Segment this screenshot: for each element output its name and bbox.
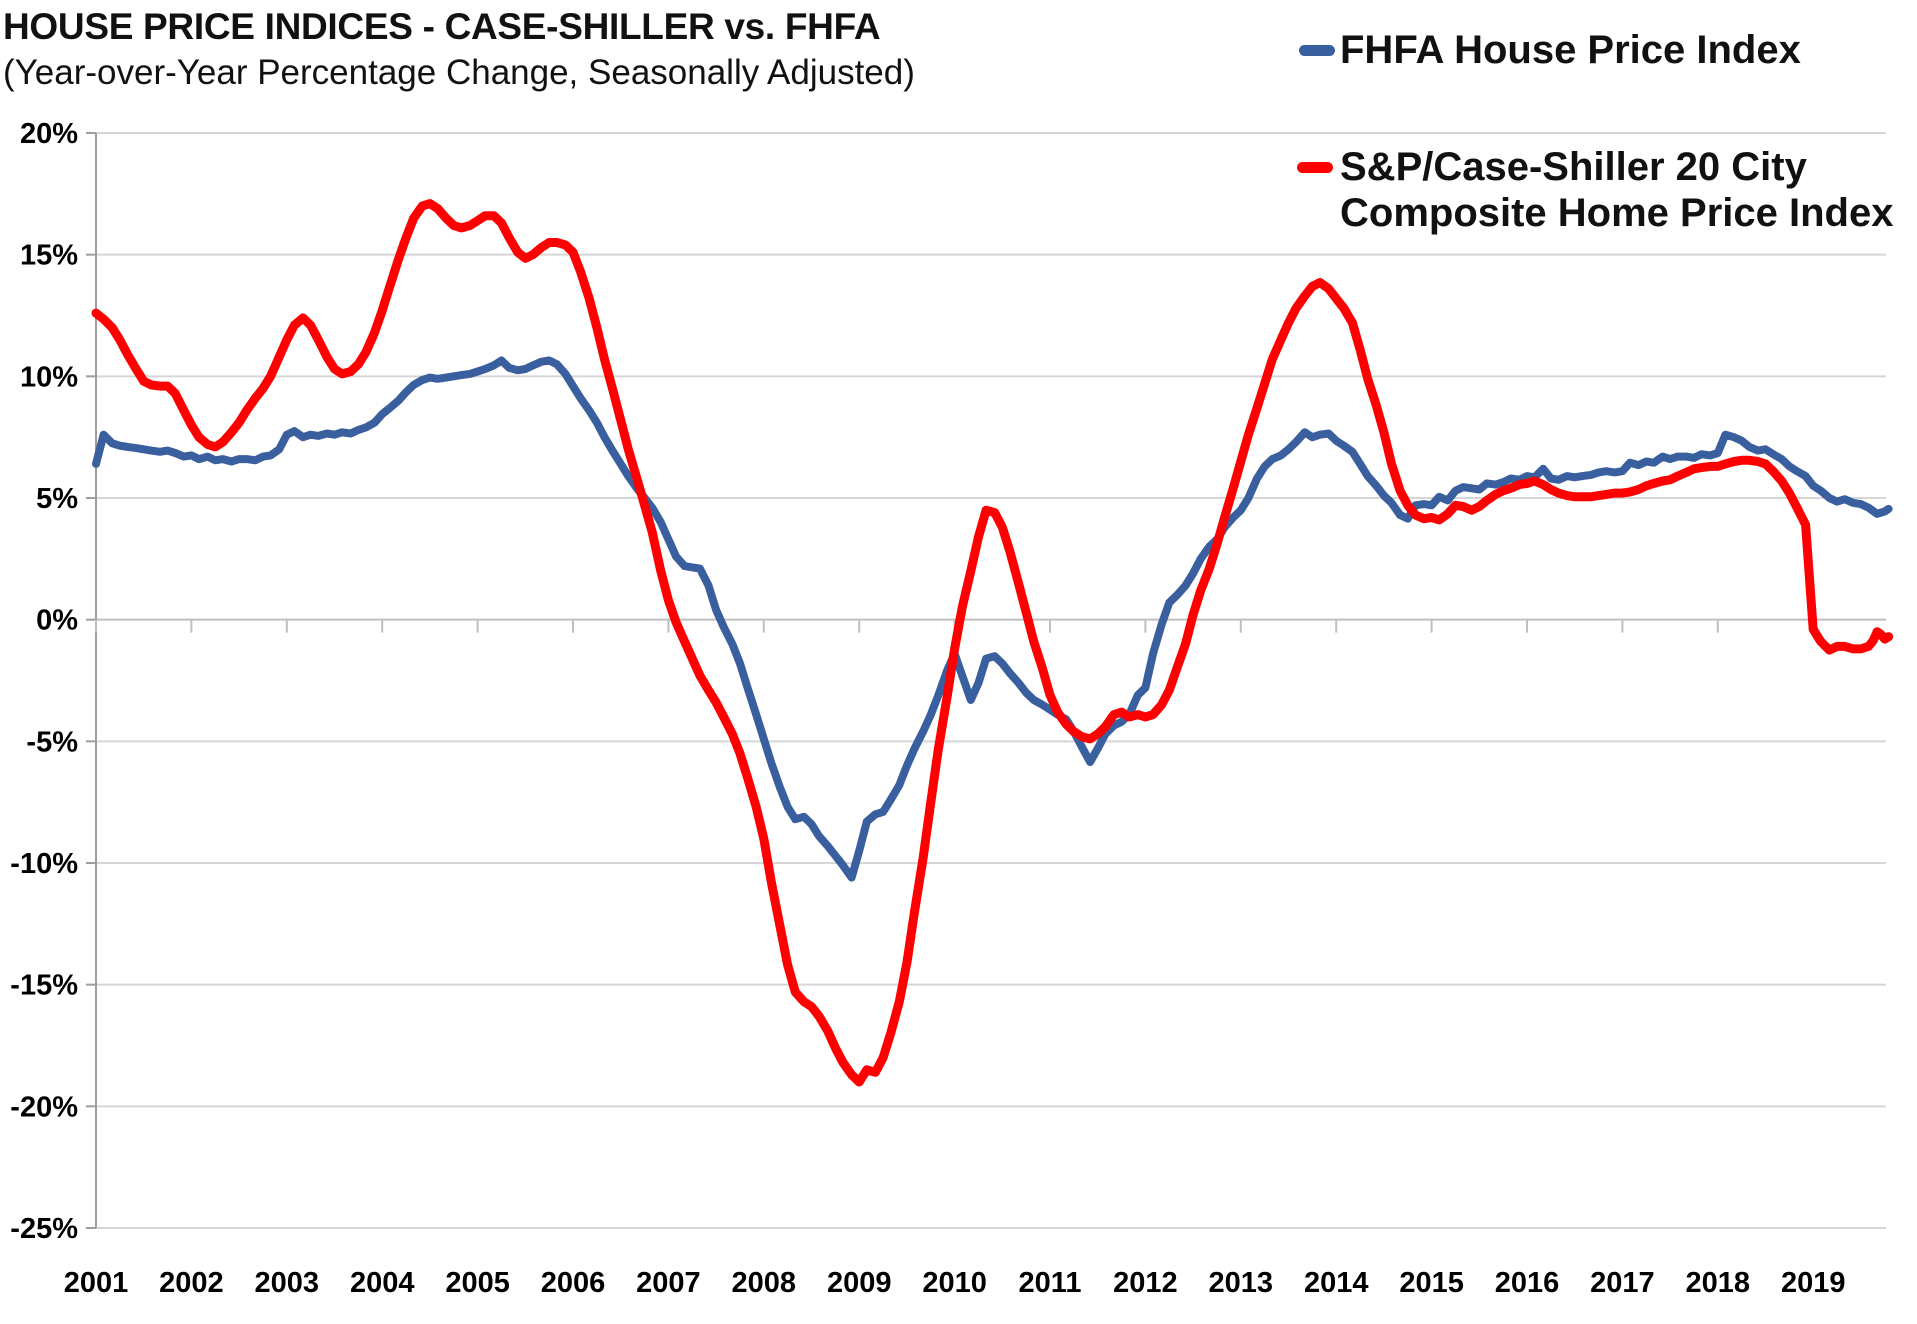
y-tick-label: -15% [10, 970, 78, 1002]
y-tick-label: -5% [26, 726, 78, 758]
case-shiller-line [91, 199, 1894, 1087]
y-tick-label: -10% [10, 848, 78, 880]
fhfa-line [92, 356, 1893, 882]
x-tick-label: 2007 [636, 1267, 701, 1299]
y-tick-label: 20% [20, 118, 78, 150]
x-tick-label: 2002 [159, 1267, 224, 1299]
x-tick-label: 2006 [541, 1267, 606, 1299]
x-tick-label: 2019 [1781, 1267, 1846, 1299]
y-tick-label: 10% [20, 361, 78, 393]
x-tick-label: 2015 [1399, 1267, 1464, 1299]
legend-label-case-shiller-line2: Composite Home Price Index [1340, 191, 1894, 235]
y-tick-label: 0% [36, 605, 78, 637]
x-tick-label: 2016 [1495, 1267, 1560, 1299]
x-tick-label: 2014 [1304, 1267, 1369, 1299]
case-shiller-legend-dash-icon [1297, 162, 1333, 173]
y-tick-label: 5% [36, 483, 78, 515]
fhfa-legend-dash-icon [1299, 45, 1335, 56]
legend-label-case-shiller-line1: S&P/Case-Shiller 20 City [1340, 145, 1807, 189]
x-tick-label: 2013 [1209, 1267, 1274, 1299]
x-tick-label: 2011 [1019, 1267, 1082, 1299]
chart-subtitle: (Year-over-Year Percentage Change, Seaso… [3, 53, 915, 92]
x-tick-label: 2009 [827, 1267, 892, 1299]
x-tick-label: 2018 [1686, 1267, 1751, 1299]
x-tick-label: 2003 [255, 1267, 320, 1299]
y-tick-label: -20% [10, 1091, 78, 1123]
chart-title: HOUSE PRICE INDICES - CASE-SHILLER vs. F… [3, 6, 881, 47]
x-tick-label: 2017 [1590, 1267, 1655, 1299]
x-tick-label: 2001 [64, 1267, 129, 1299]
x-tick-label: 2010 [922, 1267, 987, 1299]
x-tick-label: 2005 [445, 1267, 510, 1299]
x-tick-label: 2008 [732, 1267, 797, 1299]
y-tick-label: 15% [20, 240, 78, 272]
legend-label-fhfa: FHFA House Price Index [1340, 28, 1801, 72]
x-tick-label: 2012 [1113, 1267, 1178, 1299]
legend-label-case-shiller: S&P/Case-Shiller 20 City Composite Home … [1340, 144, 1893, 236]
x-tick-label: 2004 [350, 1267, 415, 1299]
y-tick-label: -25% [10, 1213, 78, 1245]
